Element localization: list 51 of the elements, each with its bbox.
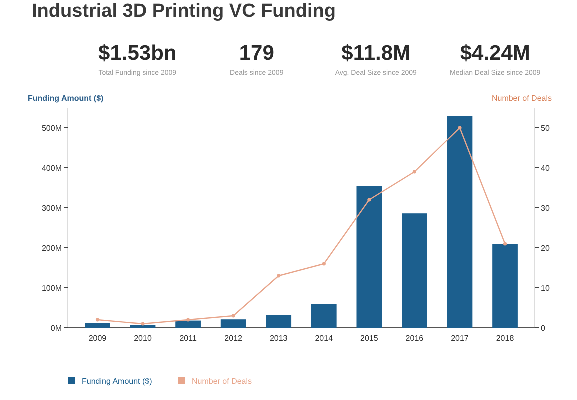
x-tick-label: 2016 xyxy=(406,334,424,343)
x-tick-label: 2011 xyxy=(180,334,198,343)
legend-label: Funding Amount ($) xyxy=(82,377,153,386)
y-tick-label: 500M xyxy=(42,124,62,133)
y-tick-label: 100M xyxy=(42,284,62,293)
y2-tick-label: 50 xyxy=(541,124,550,133)
y2-tick-label: 0 xyxy=(541,324,546,333)
y-tick-label: 200M xyxy=(42,244,62,253)
x-tick-label: 2012 xyxy=(224,334,244,343)
bar xyxy=(85,323,110,328)
text: Industrial 3D Printing VC Funding xyxy=(32,1,336,22)
y-tick-label: 0M xyxy=(50,324,62,333)
bar xyxy=(356,186,382,328)
x-tick-label: 2017 xyxy=(451,334,470,343)
x-tick-label: 2015 xyxy=(360,334,379,343)
x-tick-label: 2009 xyxy=(88,334,108,343)
text: $1.53bn xyxy=(98,42,177,65)
bar xyxy=(176,320,201,328)
legend-label: Number of Deals xyxy=(192,377,252,386)
text: $11.8M xyxy=(342,42,411,65)
bar xyxy=(402,214,428,328)
text: 179 xyxy=(239,42,274,65)
y2-tick-label: 30 xyxy=(541,204,550,213)
y2-tick-label: 40 xyxy=(541,164,550,173)
bar xyxy=(266,315,292,328)
x-tick-label: 2010 xyxy=(134,334,152,343)
point xyxy=(503,242,508,246)
bar xyxy=(220,320,246,328)
bar xyxy=(311,304,337,328)
y-axis-title: Funding Amount ($) xyxy=(28,94,104,103)
x-tick-label: 2018 xyxy=(496,334,515,343)
y2-tick-label: 10 xyxy=(541,284,550,293)
point xyxy=(141,322,145,326)
point xyxy=(186,318,190,322)
y2-axis-title: Number of Deals xyxy=(492,94,552,103)
bar xyxy=(130,325,156,328)
text: $4.24M xyxy=(460,42,530,65)
bar xyxy=(492,244,518,328)
x-tick-label: 2014 xyxy=(315,334,334,343)
point xyxy=(232,314,236,318)
point xyxy=(458,126,462,130)
point xyxy=(322,262,326,266)
x-tick-label: 2013 xyxy=(270,334,288,343)
y-tick-label: 300M xyxy=(42,204,62,213)
point xyxy=(277,274,281,278)
y2-tick-label: 20 xyxy=(541,244,550,253)
point xyxy=(412,170,417,174)
point xyxy=(96,318,100,322)
point xyxy=(368,198,372,202)
bar xyxy=(447,116,473,328)
y-tick-label: 400M xyxy=(42,164,62,173)
